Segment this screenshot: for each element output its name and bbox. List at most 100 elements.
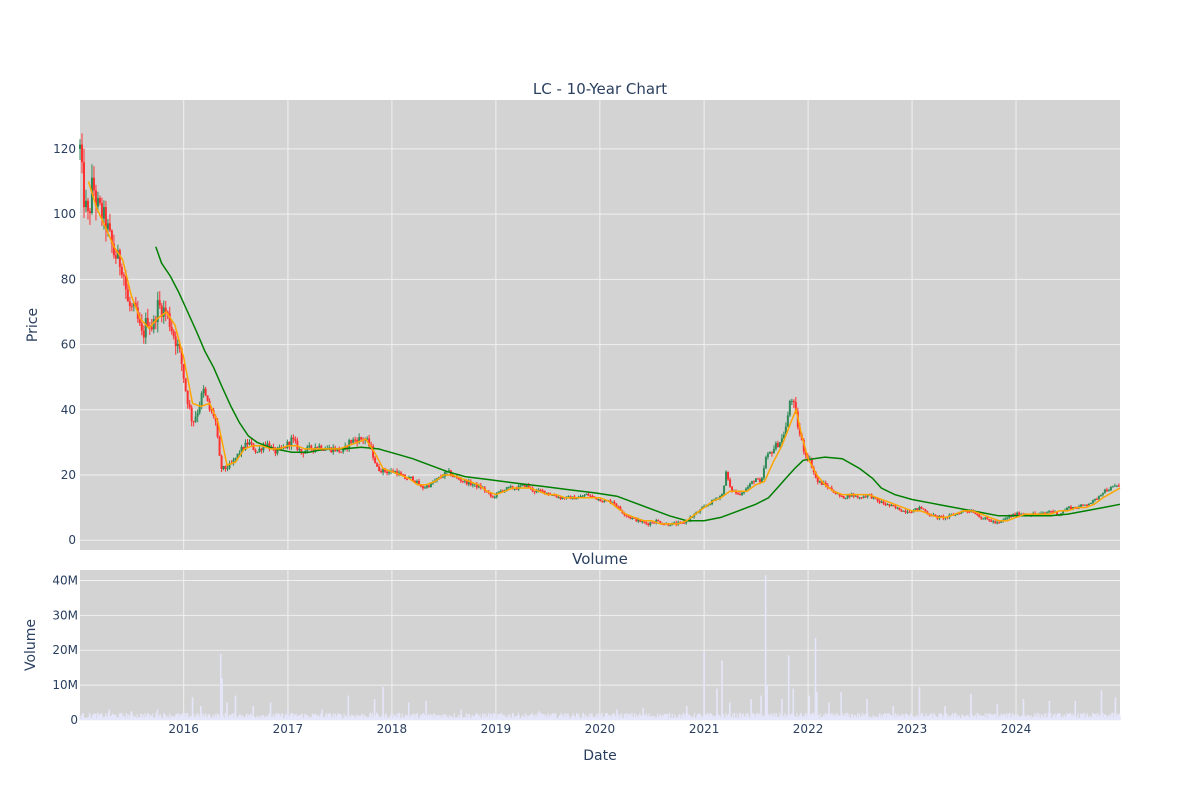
volume-bar — [543, 714, 545, 720]
volume-bar — [101, 714, 103, 720]
volume-bar — [310, 716, 313, 720]
candle-body — [447, 470, 450, 472]
volume-bar — [628, 714, 630, 720]
volume-bar — [269, 713, 271, 720]
volume-bar — [701, 715, 703, 720]
volume-bar — [1060, 718, 1062, 720]
volume-bar — [780, 715, 782, 720]
volume-bar — [1111, 712, 1113, 720]
candle-body — [924, 509, 927, 512]
candle-body — [94, 190, 97, 207]
volume-bar — [661, 715, 663, 720]
volume-bar — [878, 714, 880, 720]
volume-bar — [189, 715, 191, 720]
volume-bar — [862, 712, 864, 720]
candle-body — [561, 497, 564, 499]
candle-body — [559, 497, 562, 499]
volume-bar — [325, 713, 327, 720]
volume-bar — [1108, 715, 1110, 720]
volume-bar — [455, 717, 457, 720]
volume-bar — [304, 714, 306, 720]
volume-bar — [146, 712, 149, 720]
candle-body — [1014, 514, 1017, 516]
volume-bar — [137, 717, 139, 720]
candle-body — [896, 507, 899, 509]
volume-bar — [929, 713, 931, 720]
candle-body — [202, 388, 205, 394]
volume-bar — [763, 717, 766, 720]
volume-bar — [413, 714, 415, 720]
volume-bar — [932, 718, 934, 720]
volume-bar — [1097, 712, 1099, 720]
volume-bar — [957, 714, 959, 720]
volume-bar — [1074, 700, 1077, 720]
volume-bar — [278, 714, 280, 720]
volume-bar — [197, 712, 199, 720]
volume-bar — [927, 716, 929, 720]
volume-bar — [331, 715, 333, 720]
volume-bar — [664, 714, 666, 720]
volume-bar — [112, 714, 114, 720]
candle-body — [340, 451, 343, 453]
volume-bar — [1102, 712, 1104, 720]
volume-bar — [689, 715, 691, 720]
candle-body — [1081, 504, 1084, 506]
candle-body — [160, 305, 163, 317]
volume-bar — [352, 716, 355, 720]
volume-bar — [665, 713, 667, 720]
candle-body — [744, 488, 747, 492]
candle-body — [794, 402, 797, 412]
volume-bar — [604, 712, 607, 720]
volume-bar — [575, 718, 577, 720]
volume-bar — [1068, 714, 1070, 720]
volume-bar — [706, 712, 708, 720]
volume-bar — [1037, 717, 1039, 720]
candle-body — [1008, 515, 1011, 518]
volume-bar — [276, 714, 279, 720]
candle-body — [774, 443, 777, 450]
volume-bar — [739, 712, 741, 720]
volume-bar — [412, 713, 414, 720]
candle-body — [90, 177, 93, 214]
volume-bar — [238, 715, 240, 720]
candle-body — [158, 300, 161, 306]
volume-bar — [243, 718, 245, 720]
date-x-tick-label: 2016 — [168, 722, 199, 736]
volume-bar — [498, 714, 500, 720]
volume-bar — [107, 712, 109, 720]
candle-body — [992, 521, 995, 523]
candle-body — [505, 487, 508, 491]
volume-bar — [360, 716, 362, 720]
candle-body — [770, 452, 773, 454]
volume-bar — [963, 716, 965, 720]
candle-body — [246, 442, 249, 445]
candle-body — [635, 518, 638, 522]
candle-body — [657, 520, 660, 522]
volume-bar — [671, 713, 673, 720]
volume-bar — [859, 717, 861, 720]
volume-bar — [894, 713, 896, 720]
volume-bar — [1022, 699, 1025, 720]
volume-bar — [329, 713, 331, 720]
volume-bar — [174, 716, 176, 720]
volume-bar — [636, 717, 638, 720]
volume-bar — [622, 718, 625, 720]
volume-bar — [1116, 713, 1119, 720]
volume-bar — [884, 713, 886, 720]
volume-bar — [134, 716, 137, 720]
volume-bar — [1100, 690, 1103, 720]
volume-bar — [927, 715, 930, 720]
candle-body — [1089, 502, 1092, 504]
volume-bar — [1090, 717, 1092, 720]
volume-bar — [986, 713, 988, 720]
volume-bar — [399, 712, 401, 720]
volume-bar — [843, 715, 845, 720]
volume-bar — [836, 713, 838, 720]
candle-body — [834, 492, 837, 494]
volume-bar — [1085, 717, 1087, 720]
volume-bar — [432, 717, 434, 720]
volume-bar — [956, 717, 958, 720]
volume-bar — [565, 716, 567, 720]
volume-bar — [857, 717, 860, 720]
candle-body — [368, 438, 371, 446]
